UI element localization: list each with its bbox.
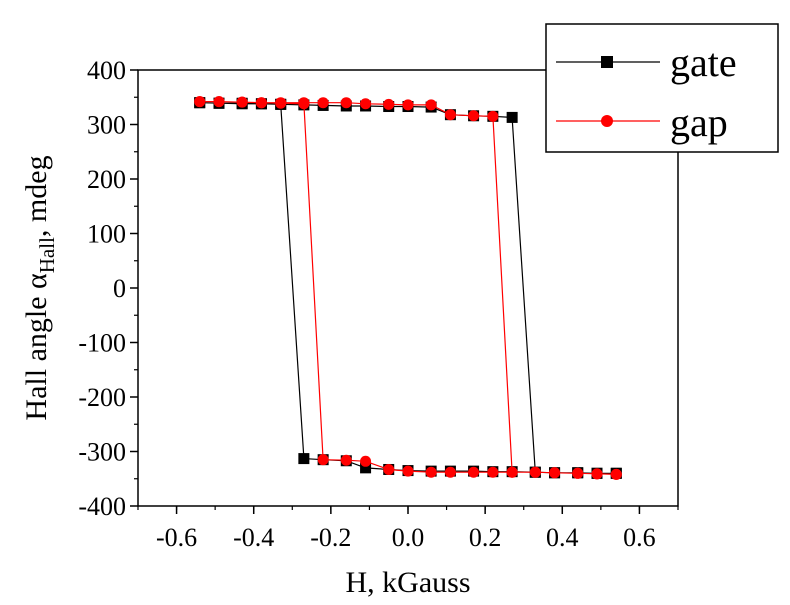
- y-axis-title-suffix: , mdeg: [20, 155, 53, 237]
- data-point-gap: [360, 98, 372, 110]
- legend-marker-gap: [601, 115, 613, 127]
- x-tick-label: -0.2: [310, 523, 351, 552]
- data-point-gap: [468, 466, 480, 478]
- x-tick-label: -0.6: [156, 523, 197, 552]
- data-point-gate: [360, 462, 372, 474]
- y-tick-label: -400: [78, 492, 126, 521]
- legend-label-gate: gate: [670, 40, 737, 85]
- data-point-gap: [340, 97, 352, 109]
- data-point-gap: [425, 99, 437, 111]
- data-point-gap: [444, 109, 456, 121]
- data-point-gap: [383, 463, 395, 475]
- x-tick-label: 0.2: [469, 523, 502, 552]
- data-point-gap: [506, 466, 518, 478]
- data-point-gap: [340, 454, 352, 466]
- data-point-gap: [549, 467, 561, 479]
- series-line-gate: [199, 102, 617, 474]
- data-point-gap: [468, 110, 480, 122]
- y-tick-label: 0: [113, 274, 126, 303]
- data-point-gap: [317, 97, 329, 109]
- series-layer: [194, 96, 622, 480]
- x-tick-label: 0.0: [392, 523, 425, 552]
- data-point-gap: [402, 99, 414, 111]
- axis-ticks: -0.6 -0.4 -0.2 0.0 0.2 0.4 0.6 -400 -300 -200 -100…: [78, 56, 679, 552]
- data-point-gap: [255, 97, 267, 109]
- series-line-gap: [199, 100, 617, 475]
- data-point-gap: [213, 96, 225, 108]
- y-axis-title-main: Hall angle α: [20, 273, 53, 421]
- series-gap: [194, 96, 622, 480]
- data-point-gate: [298, 453, 310, 465]
- y-tick-label: 200: [87, 165, 126, 194]
- legend-marker-gate: [601, 56, 613, 68]
- data-point-gap: [360, 455, 372, 467]
- y-tick-label: -300: [78, 438, 126, 467]
- y-axis-title: Hall angle αHall, mdeg: [20, 155, 59, 420]
- data-point-gap: [236, 96, 248, 108]
- data-point-gap: [610, 468, 622, 480]
- x-axis-title: H, kGauss: [346, 566, 471, 599]
- data-point-gap: [529, 466, 541, 478]
- y-tick-label: 400: [87, 56, 126, 85]
- y-axis-title-subscript: Hall: [35, 237, 59, 273]
- data-point-gap: [572, 467, 584, 479]
- data-point-gap: [275, 97, 287, 109]
- y-tick-label: 300: [87, 111, 126, 140]
- x-tick-label: 0.6: [623, 523, 656, 552]
- x-tick-label: 0.4: [546, 523, 579, 552]
- data-point-gap: [425, 466, 437, 478]
- data-point-gap: [591, 468, 603, 480]
- data-point-gap: [298, 98, 310, 110]
- data-point-gap: [317, 454, 329, 466]
- data-point-gap: [402, 465, 414, 477]
- data-point-gap: [383, 98, 395, 110]
- y-tick-label: 100: [87, 220, 126, 249]
- data-point-gap: [487, 466, 499, 478]
- data-point-gap: [487, 110, 499, 122]
- series-gate: [194, 97, 622, 479]
- data-point-gate: [506, 111, 518, 123]
- data-point-gap: [194, 96, 206, 108]
- y-tick-label: -200: [78, 383, 126, 412]
- legend-box: [545, 23, 779, 153]
- data-point-gap: [444, 466, 456, 478]
- legend-label-gap: gap: [670, 100, 728, 145]
- legend: gate gap: [545, 23, 779, 153]
- x-tick-label: -0.4: [233, 523, 274, 552]
- y-tick-label: -100: [78, 329, 126, 358]
